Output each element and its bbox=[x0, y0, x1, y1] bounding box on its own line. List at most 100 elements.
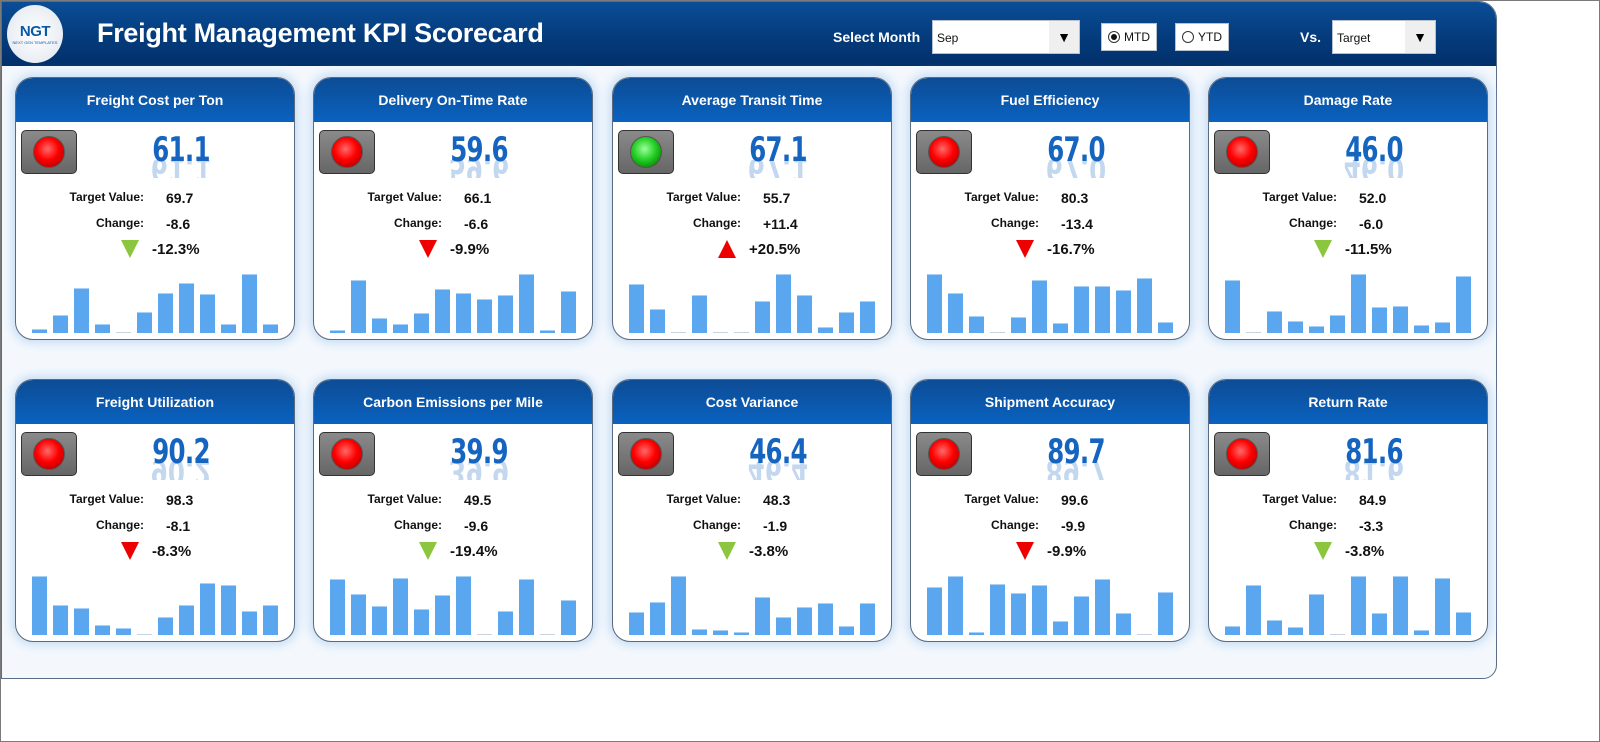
chevron-down-icon[interactable]: ▼ bbox=[1049, 21, 1079, 53]
trend-bar bbox=[1288, 627, 1303, 635]
trend-bar bbox=[456, 293, 471, 333]
trend-bar bbox=[1032, 584, 1047, 635]
trend-bar bbox=[540, 330, 555, 333]
status-light bbox=[916, 130, 972, 174]
kpi-title: Average Transit Time bbox=[613, 78, 891, 122]
trend-bar bbox=[776, 274, 791, 333]
status-light bbox=[319, 130, 375, 174]
change-percent: -8.3% bbox=[152, 543, 192, 560]
change-label: Change: bbox=[394, 216, 442, 230]
vs-select[interactable]: Target ▼ bbox=[1332, 20, 1436, 54]
red-light-icon bbox=[1226, 438, 1258, 470]
kpi-value: 90.2 bbox=[152, 432, 210, 472]
trend-bar bbox=[713, 629, 728, 635]
target-label: Target Value: bbox=[367, 190, 442, 204]
green-light-icon bbox=[630, 136, 662, 168]
change-value: -8.6 bbox=[166, 216, 191, 232]
trend-bar bbox=[351, 280, 366, 333]
trend-bar bbox=[1053, 323, 1068, 333]
trend-bar bbox=[650, 308, 665, 333]
trend-bar bbox=[179, 605, 194, 635]
target-label: Target Value: bbox=[1262, 492, 1337, 506]
trend-bar bbox=[776, 617, 791, 635]
kpi-value-reflection: 46.4 bbox=[728, 462, 829, 480]
trend-bar bbox=[351, 593, 366, 635]
trend-bar bbox=[137, 311, 152, 333]
target-value: 69.7 bbox=[166, 190, 194, 206]
trend-bar bbox=[330, 329, 345, 333]
status-light bbox=[618, 130, 674, 174]
target-label: Target Value: bbox=[1262, 190, 1337, 204]
trend-bar bbox=[263, 323, 278, 333]
target-label: Target Value: bbox=[69, 190, 144, 204]
trend-bar bbox=[116, 627, 131, 635]
chevron-down-icon[interactable]: ▼ bbox=[1405, 21, 1435, 53]
trend-bar bbox=[629, 611, 644, 635]
target-value: 84.9 bbox=[1359, 492, 1387, 508]
status-light bbox=[1214, 130, 1270, 174]
trend-bar bbox=[1330, 633, 1345, 635]
target-value: 80.3 bbox=[1061, 190, 1089, 206]
red-light-icon bbox=[1226, 136, 1258, 168]
mtd-radio[interactable]: MTD bbox=[1101, 23, 1157, 51]
red-light-icon bbox=[630, 438, 662, 470]
trend-bar bbox=[1074, 286, 1089, 333]
vs-value: Target bbox=[1337, 31, 1371, 45]
kpi-value: 81.6 bbox=[1345, 432, 1403, 472]
kpi-value-reflection: 81.6 bbox=[1324, 462, 1425, 480]
change-label: Change: bbox=[96, 216, 144, 230]
trend-bar bbox=[116, 331, 131, 333]
trend-bar bbox=[263, 605, 278, 635]
change-percent: -9.9% bbox=[1047, 543, 1087, 560]
trend-bar bbox=[948, 576, 963, 635]
red-light-icon bbox=[331, 438, 363, 470]
trend-sparkline bbox=[927, 576, 1173, 635]
trend-bar bbox=[372, 605, 387, 635]
kpi-value: 46.4 bbox=[749, 432, 807, 472]
kpi-title: Delivery On-Time Rate bbox=[314, 78, 592, 122]
trend-bar bbox=[414, 312, 429, 333]
trend-bar bbox=[242, 611, 257, 635]
ytd-radio[interactable]: YTD bbox=[1175, 23, 1229, 51]
trend-sparkline bbox=[1225, 274, 1471, 333]
change-label: Change: bbox=[96, 518, 144, 532]
trend-bar bbox=[53, 605, 68, 635]
trend-bar bbox=[1074, 596, 1089, 635]
kpi-value-reflection: 39.9 bbox=[429, 462, 530, 480]
trend-bar bbox=[179, 282, 194, 333]
trend-bar bbox=[32, 328, 47, 333]
red-light-icon bbox=[928, 438, 960, 470]
trend-bar bbox=[734, 632, 749, 635]
kpi-value-reflection: 61.1 bbox=[131, 160, 232, 178]
change-percent: -11.5% bbox=[1345, 241, 1392, 258]
target-value: 99.6 bbox=[1061, 492, 1089, 508]
trend-bar bbox=[969, 316, 984, 333]
trend-bar bbox=[74, 607, 89, 635]
month-select[interactable]: Sep ▼ bbox=[932, 20, 1080, 54]
trend-sparkline bbox=[32, 576, 278, 635]
kpi-card: Delivery On-Time Rate 59.6 59.6 Target V… bbox=[313, 77, 593, 340]
trend-bar bbox=[1393, 576, 1408, 635]
kpi-value: 59.6 bbox=[450, 130, 508, 170]
target-value: 52.0 bbox=[1359, 190, 1387, 206]
radio-empty-icon bbox=[1182, 31, 1194, 43]
status-light bbox=[1214, 432, 1270, 476]
trend-bar bbox=[1372, 613, 1387, 635]
change-percent: -3.8% bbox=[749, 543, 789, 560]
trend-bar bbox=[1288, 320, 1303, 333]
logo-subtext: NEXT GEN TEMPLATES bbox=[12, 40, 58, 45]
trend-bar bbox=[1032, 279, 1047, 333]
arrow-down-icon bbox=[121, 240, 139, 258]
trend-bar bbox=[818, 326, 833, 333]
change-value: -6.0 bbox=[1359, 216, 1384, 232]
trend-bar bbox=[53, 315, 68, 333]
change-value: -3.3 bbox=[1359, 518, 1384, 534]
trend-bar bbox=[137, 633, 152, 635]
kpi-title: Carbon Emissions per Mile bbox=[314, 380, 592, 424]
change-percent: -3.8% bbox=[1345, 543, 1385, 560]
trend-sparkline bbox=[1225, 576, 1471, 635]
trend-sparkline bbox=[32, 274, 278, 333]
trend-bar bbox=[948, 293, 963, 333]
trend-bar bbox=[200, 293, 215, 333]
trend-bar bbox=[734, 331, 749, 333]
